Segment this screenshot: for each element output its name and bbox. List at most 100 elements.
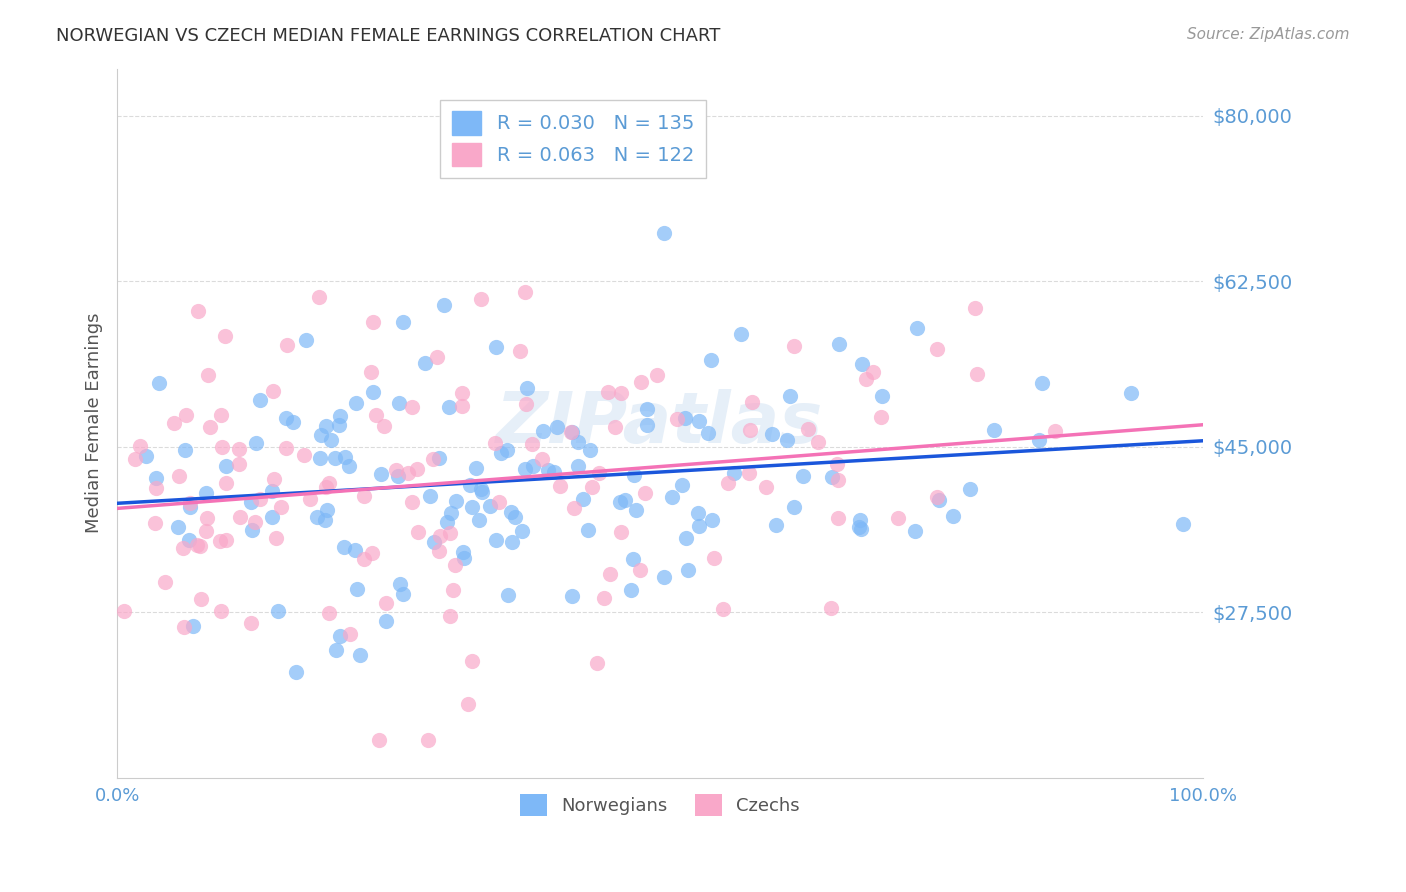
Point <box>229 509 252 524</box>
Point <box>329 630 352 644</box>
Point <box>730 326 752 341</box>
Point <box>1171 516 1194 531</box>
Point <box>129 439 152 453</box>
Point <box>387 468 409 483</box>
Point <box>581 480 603 494</box>
Point <box>343 542 366 557</box>
Point <box>965 301 987 315</box>
Point <box>436 516 458 530</box>
Point <box>228 442 250 457</box>
Point <box>495 443 517 458</box>
Point <box>148 376 170 390</box>
Point <box>676 563 699 577</box>
Point <box>598 384 620 399</box>
Point <box>145 481 167 495</box>
Point <box>688 506 710 520</box>
Point <box>249 392 271 407</box>
Point <box>135 449 157 463</box>
Point <box>361 315 384 329</box>
Point <box>855 371 877 385</box>
Point <box>572 491 595 506</box>
Point <box>263 472 285 486</box>
Point <box>851 522 873 536</box>
Point <box>325 642 347 657</box>
Point <box>415 356 437 370</box>
Point <box>167 469 190 483</box>
Point <box>363 385 385 400</box>
Point <box>928 493 950 508</box>
Point <box>186 538 208 552</box>
Point <box>124 451 146 466</box>
Point <box>792 469 814 483</box>
Point <box>675 531 697 545</box>
Point <box>546 420 568 434</box>
Point <box>516 381 538 395</box>
Point <box>530 452 553 467</box>
Point <box>741 395 763 409</box>
Point <box>488 494 510 508</box>
Point <box>292 448 315 462</box>
Point <box>316 502 339 516</box>
Point <box>153 575 176 590</box>
Point <box>827 473 849 487</box>
Point <box>820 600 842 615</box>
Point <box>174 409 197 423</box>
Point <box>776 433 799 447</box>
Point <box>319 433 342 447</box>
Point <box>636 402 658 417</box>
Point <box>177 533 200 548</box>
Point <box>700 352 723 367</box>
Point <box>561 590 583 604</box>
Point <box>179 496 201 510</box>
Point <box>451 399 474 413</box>
Point <box>562 500 585 515</box>
Point <box>396 466 419 480</box>
Point <box>388 396 411 410</box>
Point <box>240 616 263 631</box>
Point <box>599 567 621 582</box>
Point <box>783 339 806 353</box>
Point <box>209 604 232 618</box>
Point <box>862 365 884 379</box>
Point <box>610 525 633 540</box>
Point <box>501 535 523 549</box>
Point <box>416 732 439 747</box>
Point <box>614 493 637 508</box>
Point <box>443 558 465 572</box>
Point <box>214 533 236 548</box>
Point <box>755 480 778 494</box>
Point <box>346 582 368 596</box>
Point <box>439 608 461 623</box>
Point <box>688 414 710 428</box>
Point <box>188 539 211 553</box>
Point <box>444 494 467 508</box>
Point <box>309 450 332 465</box>
Point <box>323 450 346 465</box>
Point <box>145 471 167 485</box>
Point <box>167 520 190 534</box>
Point <box>828 337 851 351</box>
Point <box>200 420 222 434</box>
Point <box>489 446 512 460</box>
Point <box>295 333 318 347</box>
Point <box>1045 424 1067 438</box>
Point <box>561 425 583 440</box>
Point <box>567 434 589 449</box>
Point <box>983 423 1005 437</box>
Point <box>194 486 217 500</box>
Point <box>485 340 508 354</box>
Point <box>515 397 537 411</box>
Point <box>211 441 233 455</box>
Point <box>620 583 643 598</box>
Point <box>308 290 330 304</box>
Point <box>276 411 298 425</box>
Point <box>353 552 375 566</box>
Point <box>260 509 283 524</box>
Point <box>848 513 870 527</box>
Point <box>470 483 492 497</box>
Point <box>652 570 675 584</box>
Point <box>174 443 197 458</box>
Point <box>333 450 356 464</box>
Point <box>329 409 352 424</box>
Point <box>702 513 724 527</box>
